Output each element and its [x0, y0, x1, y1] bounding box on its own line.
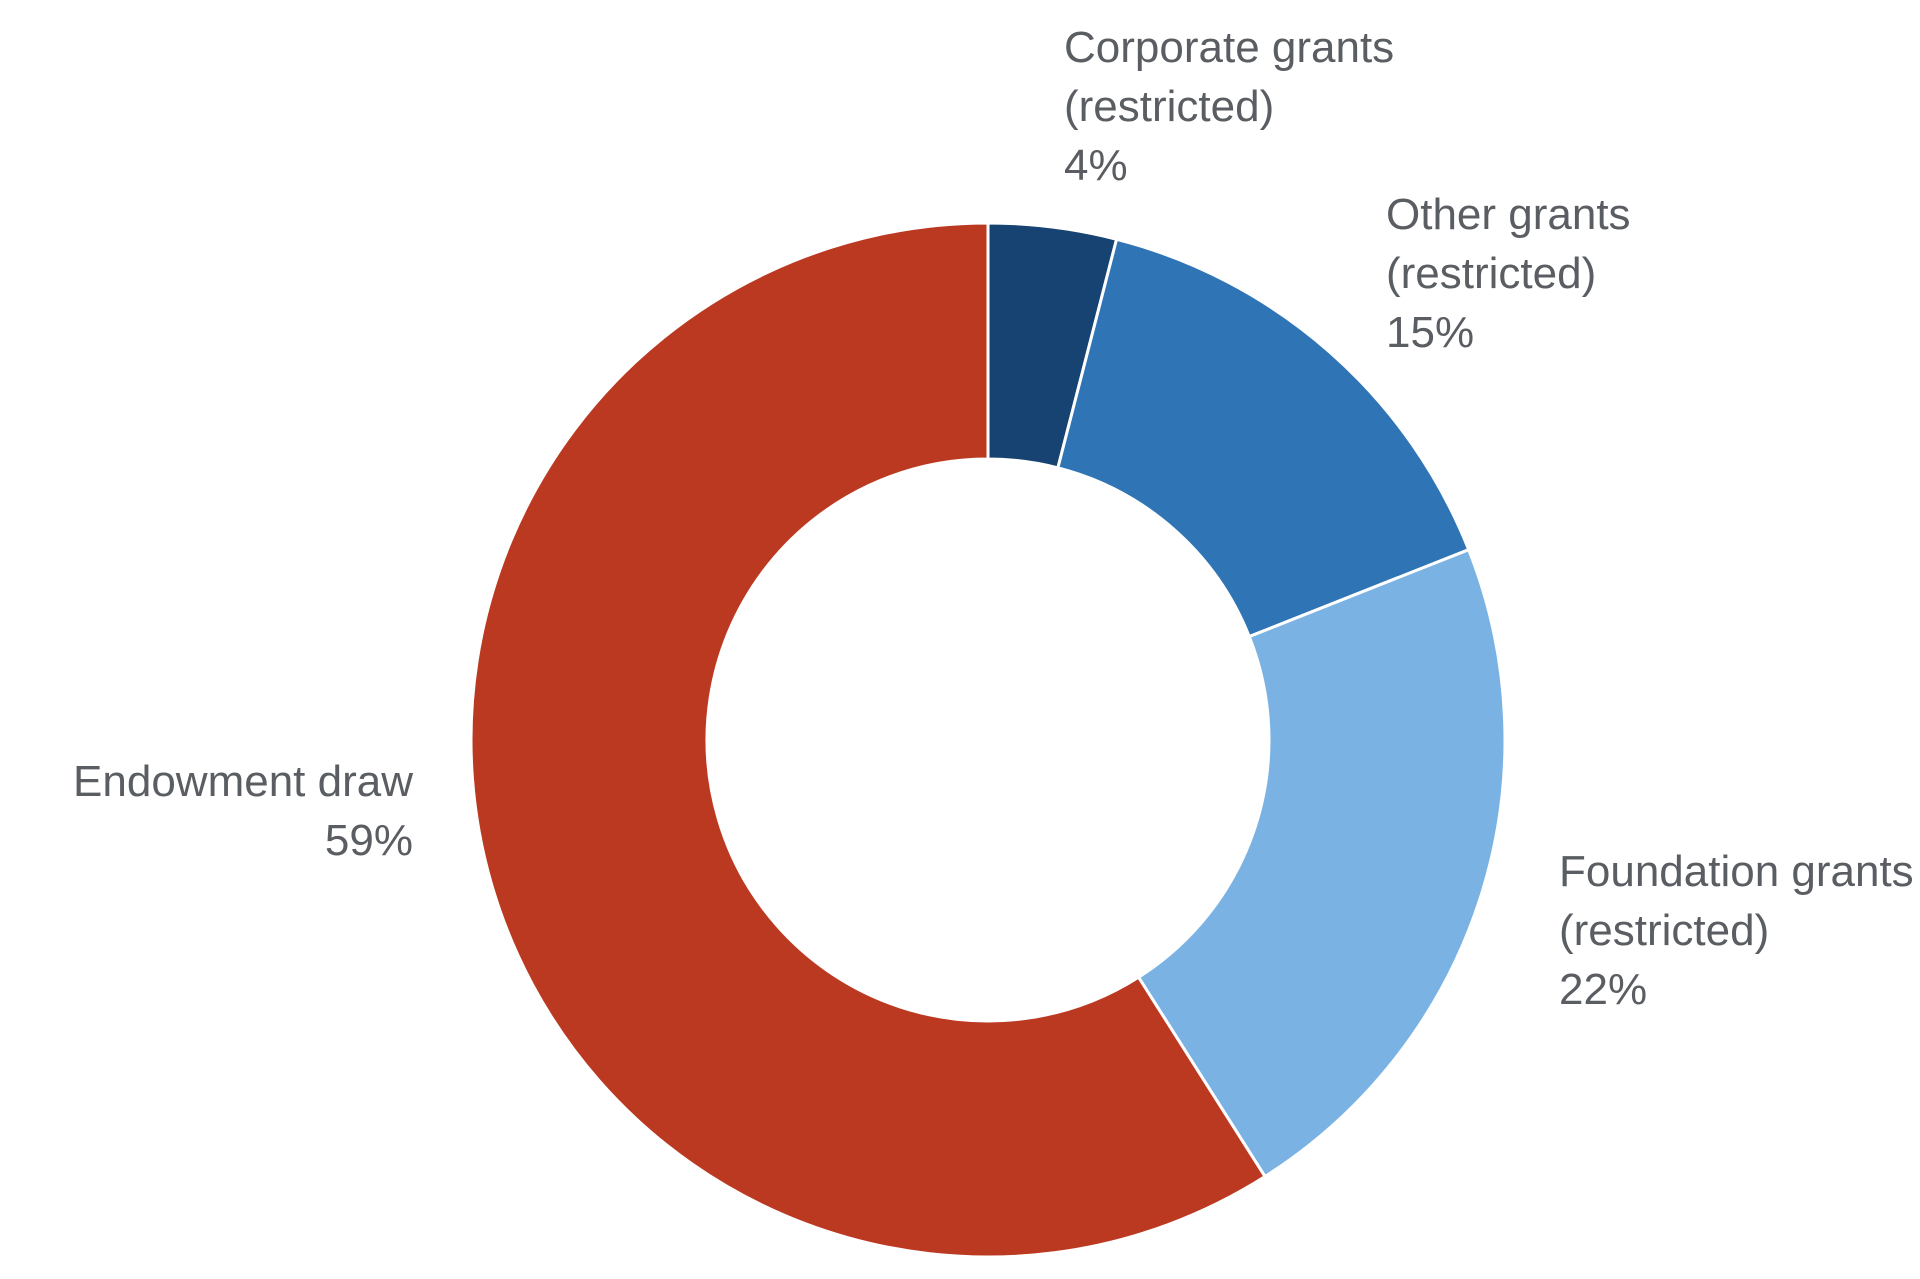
label-foundation: Foundation grants (restricted) 22% — [1559, 847, 1914, 1014]
slice-endowment — [469, 221, 1268, 1259]
slice-label-other-line-1: Other grants — [1386, 190, 1631, 239]
slice-value-corporate: 4% — [1064, 141, 1128, 190]
labels-layer: Corporate grants (restricted) 4% Other gran… — [73, 23, 1914, 1014]
slice-label-corporate-line-1: Corporate grants — [1064, 23, 1394, 72]
slice-label-other-line-2: (restricted) — [1386, 249, 1596, 298]
slice-label-foundation-line-2: (restricted) — [1559, 906, 1769, 955]
label-corporate: Corporate grants (restricted) 4% — [1064, 23, 1394, 190]
slice-label-corporate-line-2: (restricted) — [1064, 82, 1274, 131]
label-other: Other grants (restricted) 15% — [1386, 190, 1631, 357]
slice-value-endowment: 59% — [325, 816, 413, 865]
slice-foundation — [1136, 547, 1507, 1179]
slice-value-foundation: 22% — [1559, 965, 1647, 1014]
label-endowment: Endowment draw 59% — [73, 757, 413, 865]
slices-layer — [469, 221, 1507, 1259]
slice-label-endowment-line-1: Endowment draw — [73, 757, 413, 806]
slice-value-other: 15% — [1386, 308, 1474, 357]
slice-label-foundation-line-1: Foundation grants — [1559, 847, 1914, 896]
slice-other — [1056, 237, 1471, 639]
